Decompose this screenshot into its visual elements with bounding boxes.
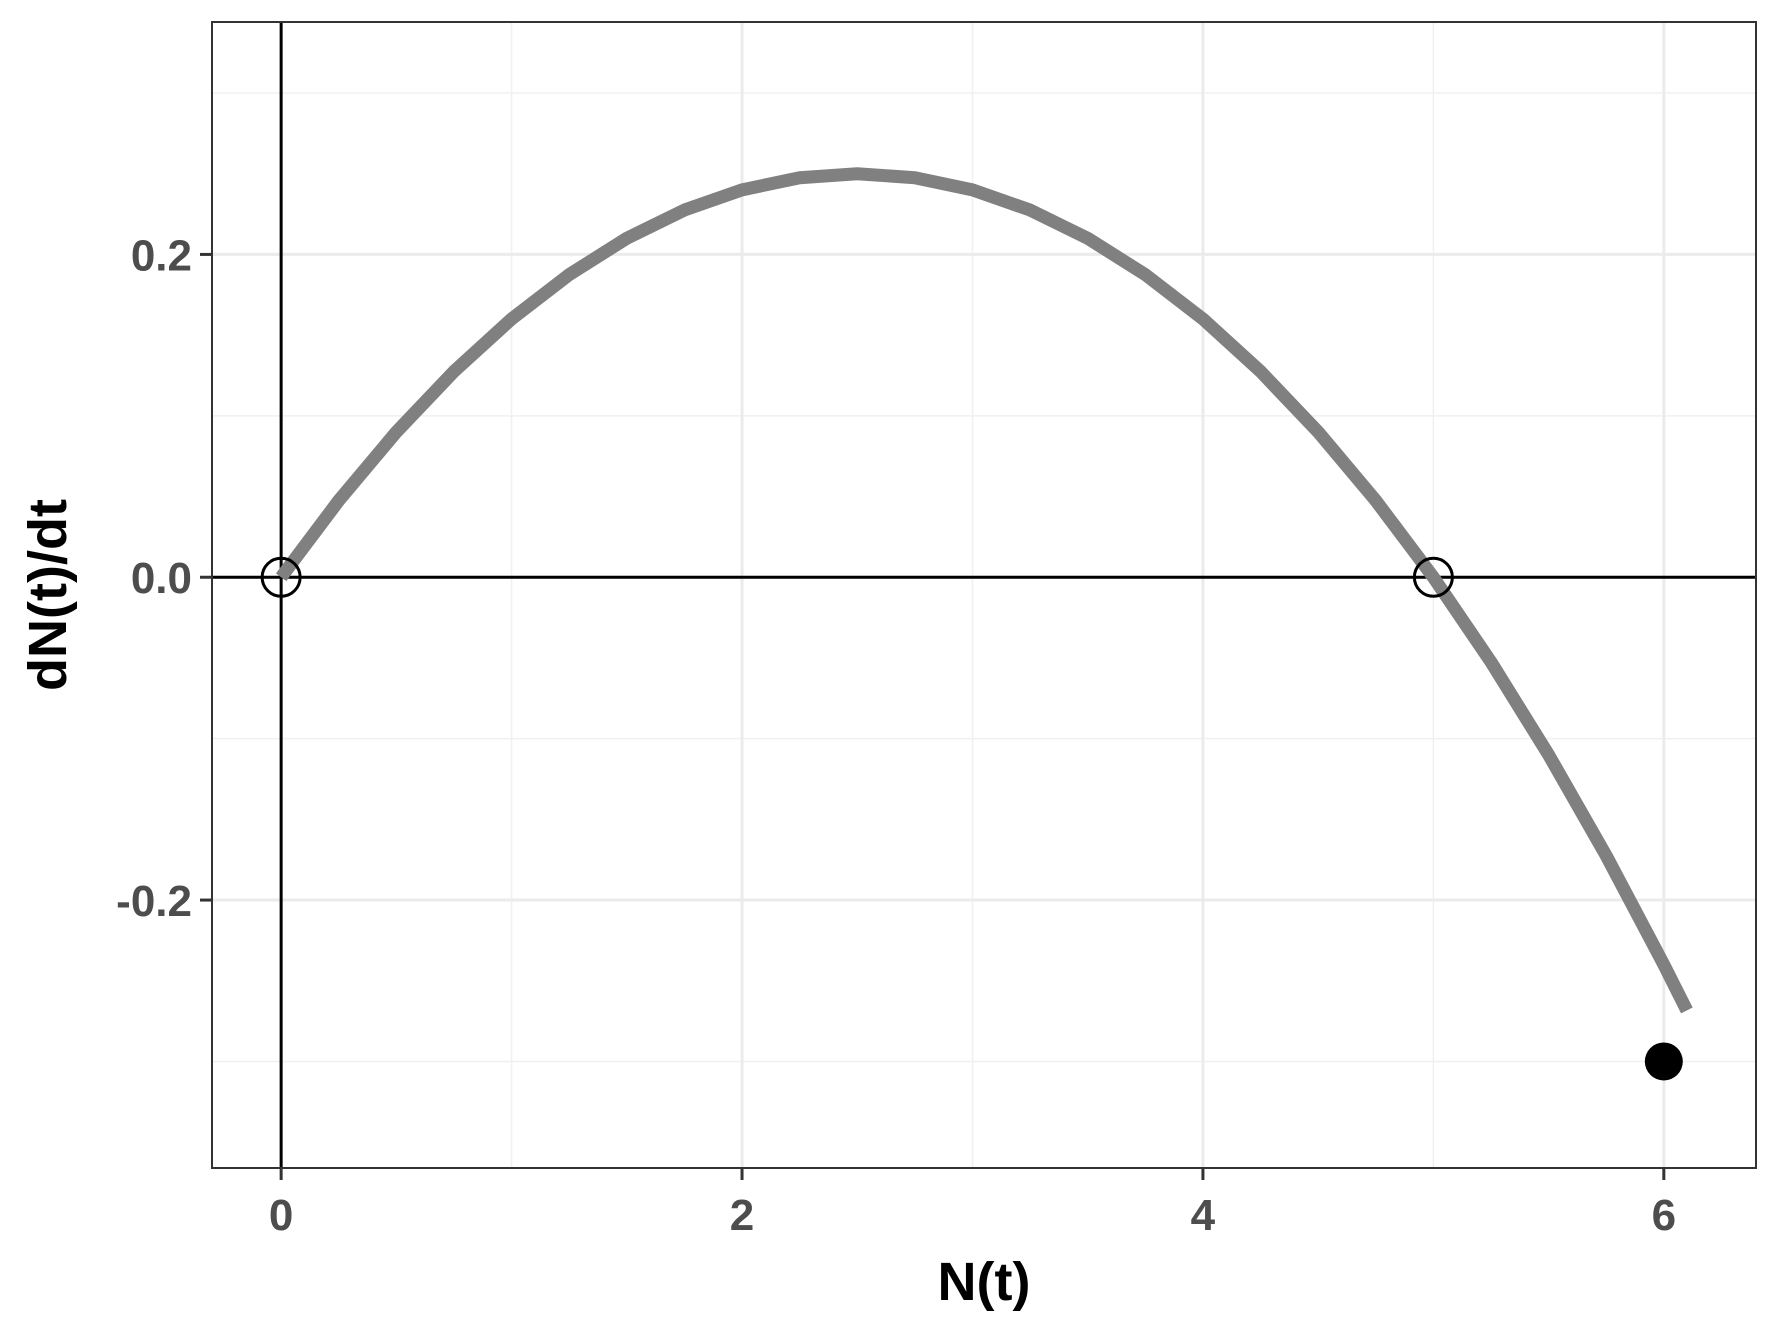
open-point-marker bbox=[260, 556, 302, 598]
x-axis-ticks: 0 2 4 6 bbox=[269, 1168, 1676, 1240]
y-tick-label: -0.2 bbox=[116, 877, 192, 926]
series-line-group bbox=[275, 167, 1693, 1014]
x-tick-label: 4 bbox=[1191, 1191, 1216, 1240]
filled-point-marker bbox=[1644, 1042, 1683, 1081]
x-tick-label: 2 bbox=[730, 1191, 754, 1240]
y-axis-ticks: -0.2 0.0 0.2 bbox=[116, 231, 212, 926]
plot-panel-border bbox=[211, 21, 1757, 1169]
x-axis-title: N(t) bbox=[938, 1252, 1031, 1312]
x-tick-label: 6 bbox=[1652, 1191, 1676, 1240]
point-markers bbox=[260, 556, 1683, 1081]
y-axis-title: dN(t)/dt bbox=[18, 499, 78, 691]
minor-gridlines bbox=[212, 22, 1756, 1168]
y-tick-label: 0.2 bbox=[131, 231, 192, 280]
x-tick-label: 0 bbox=[269, 1191, 293, 1240]
y-tick-label: 0.0 bbox=[131, 554, 192, 603]
series-line bbox=[275, 167, 1693, 1014]
open-point-marker bbox=[1412, 556, 1454, 598]
